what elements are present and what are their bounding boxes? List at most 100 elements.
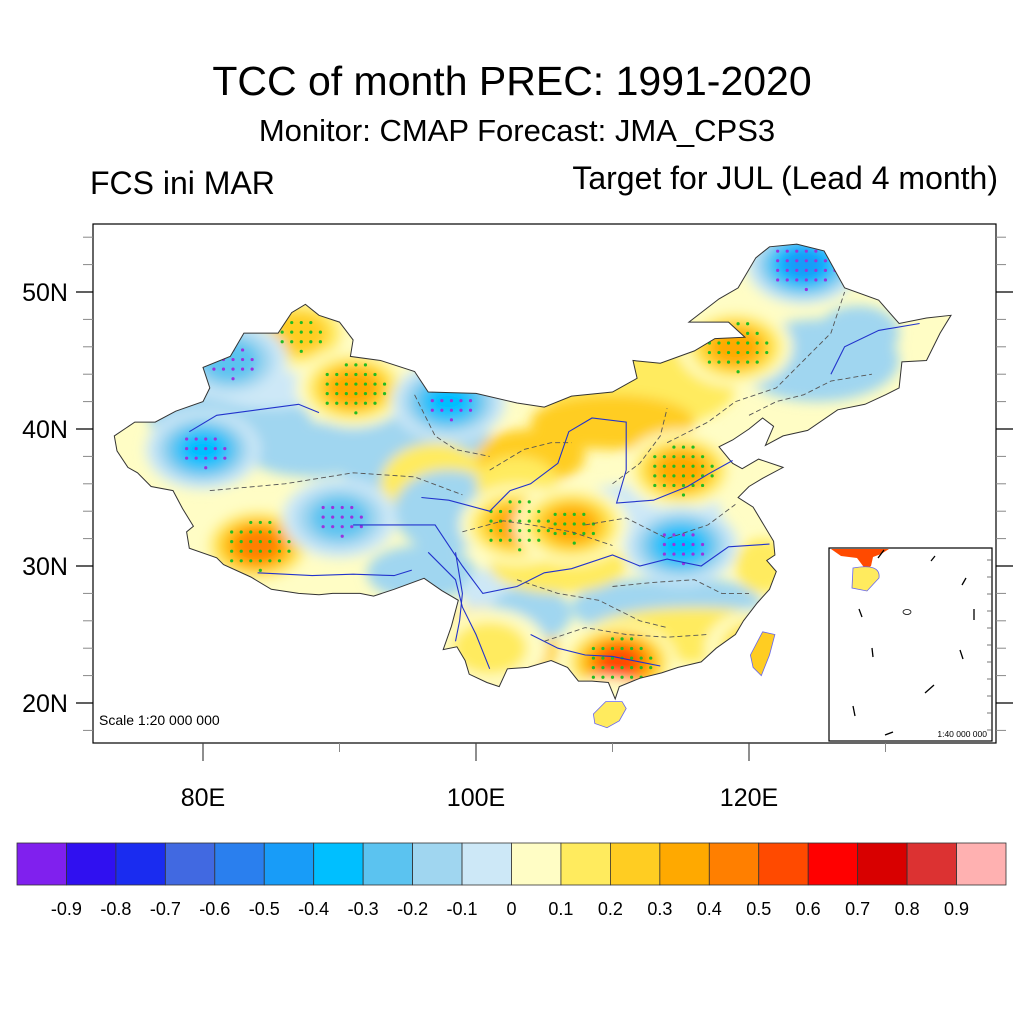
nine-dash-line (924, 684, 935, 694)
significance-dot (672, 552, 676, 556)
china-border (113, 243, 952, 701)
significance-dot (221, 367, 226, 371)
inset-map: 1:40 000 000 (828, 547, 993, 742)
significance-dot (440, 399, 444, 403)
river-line (353, 524, 770, 595)
significance-dot (672, 445, 676, 449)
significance-dot (755, 331, 759, 335)
significance-dot (290, 340, 294, 344)
significance-dot (468, 399, 473, 403)
significance-dot (653, 474, 657, 478)
significance-dot (610, 666, 615, 670)
significance-dot (299, 320, 303, 325)
chart-subtitle: Monitor: CMAP Forecast: JMA_CPS3 (258, 113, 776, 148)
colorbar-label: 0.5 (746, 899, 771, 919)
significance-dot (814, 268, 818, 272)
significance-dot (354, 392, 358, 396)
significance-dot (681, 483, 686, 488)
significance-dot (268, 530, 272, 534)
y-tick-label: 50N (22, 279, 68, 307)
significance-dot (350, 505, 354, 510)
significance-dot (691, 455, 695, 459)
nine-dash-line (858, 608, 863, 618)
significance-dot (537, 519, 541, 523)
significance-dot (700, 483, 705, 488)
region-contour (451, 621, 528, 675)
significance-dot (591, 646, 595, 651)
significance-dot (630, 637, 634, 641)
nine-dash-line (930, 555, 936, 562)
significance-dot (258, 520, 262, 525)
significance-dot (363, 363, 368, 367)
significance-dot (710, 464, 714, 468)
significance-dot (204, 437, 208, 441)
colorbar-swatch (708, 842, 760, 886)
significance-dot (354, 363, 358, 367)
significance-dot (601, 656, 605, 660)
significance-dot (681, 493, 686, 497)
significance-dot (746, 350, 750, 355)
significance-dot (601, 675, 605, 679)
significance-dot (746, 341, 750, 345)
significance-dot (185, 437, 189, 441)
significance-dot (498, 538, 503, 542)
significance-dot (691, 474, 695, 478)
significance-dot (726, 360, 731, 364)
significance-dot (653, 483, 657, 488)
colorbar: -0.9 -0.8 -0.7 -0.6 -0.5 -0.4 -0.3 -0.2 -0.1 0 0.1… (16, 842, 1007, 919)
province-boundary (414, 394, 490, 457)
significance-dot (268, 540, 272, 544)
colorbar-swatch (412, 842, 463, 886)
significance-dot (430, 408, 434, 412)
significance-dot (363, 392, 368, 396)
colorbar-swatch (857, 842, 908, 886)
significance-dot (335, 372, 339, 377)
significance-dot (430, 399, 434, 403)
colorbar-swatch (511, 842, 562, 886)
significance-dot (373, 392, 377, 396)
colorbar-swatch (164, 842, 216, 886)
significance-dot (582, 522, 586, 526)
significance-dot (814, 278, 818, 282)
significance-dot (508, 509, 512, 514)
significance-dot (277, 559, 282, 563)
significance-dot (804, 278, 808, 282)
significance-dot (230, 530, 234, 534)
significance-dot (691, 542, 695, 547)
significance-dot (508, 500, 512, 504)
colorbar-swatch (807, 842, 859, 886)
province-boundary (209, 472, 463, 496)
significance-dot (489, 529, 493, 533)
significance-dot (359, 525, 363, 529)
significance-dot (249, 540, 253, 544)
significance-dot (691, 533, 695, 537)
significance-dot (563, 531, 567, 536)
significance-dot (325, 372, 329, 377)
province-boundary (585, 504, 736, 540)
significance-dot (776, 249, 780, 253)
colorbar-swatch (461, 842, 512, 886)
significance-dot (498, 529, 503, 533)
significance-dot (717, 350, 721, 355)
province-boundary (748, 373, 872, 416)
significance-dot (230, 549, 234, 553)
significance-dot (776, 259, 780, 263)
significance-dot (795, 249, 799, 253)
significance-dot (746, 331, 750, 335)
significance-dot (344, 392, 348, 396)
significance-dot (287, 540, 291, 544)
field-blob (366, 545, 476, 601)
significance-dot (249, 530, 253, 534)
colorbar-label: -0.1 (447, 899, 478, 919)
significance-dot (268, 520, 272, 525)
significance-dot (814, 240, 817, 243)
colorbar-label: 0.7 (845, 899, 870, 919)
significance-dot (212, 357, 216, 362)
province-boundary (462, 520, 613, 546)
significance-dot (309, 320, 313, 325)
river-line (427, 551, 491, 670)
significance-dot (773, 655, 777, 659)
significance-dot (250, 367, 254, 371)
significance-dot (194, 456, 198, 460)
significance-dot (700, 455, 705, 459)
